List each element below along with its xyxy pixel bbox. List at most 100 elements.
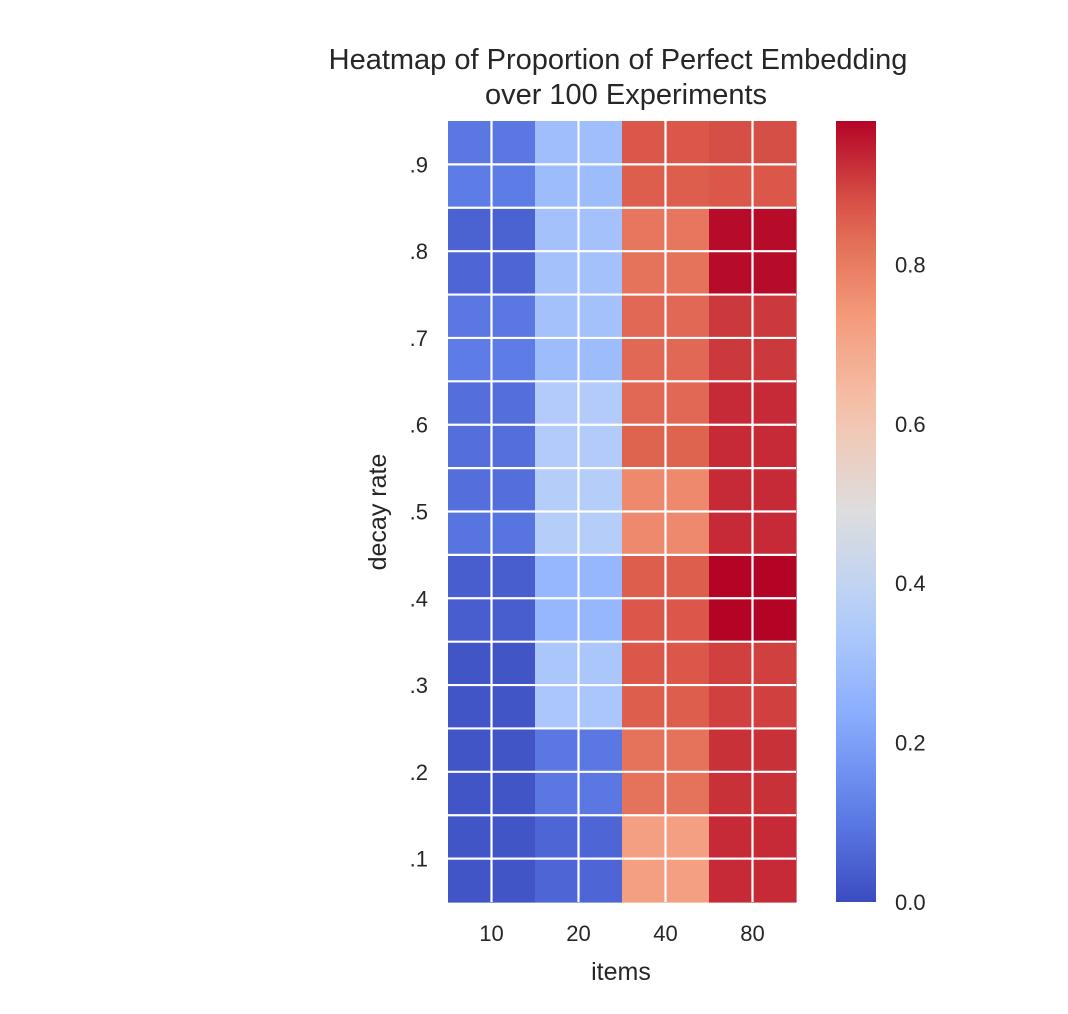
y-tick-label: .6 bbox=[410, 413, 428, 438]
heatmap-cell bbox=[622, 858, 667, 903]
heatmap-cell bbox=[665, 337, 710, 382]
heatmap-cell bbox=[448, 554, 493, 599]
heatmap-cell bbox=[491, 121, 536, 165]
heatmap-cell bbox=[535, 294, 580, 339]
y-tick-label: .5 bbox=[410, 500, 428, 525]
heatmap-cell bbox=[709, 685, 754, 730]
heatmap-cell bbox=[709, 294, 754, 339]
heatmap-cell bbox=[578, 468, 623, 513]
heatmap-cell bbox=[709, 121, 754, 165]
heatmap-cell bbox=[491, 164, 536, 209]
y-tick-labels: .9 .8 .7 .6 .5 .4 .3 .2 .1 bbox=[410, 152, 428, 871]
y-tick-label: .1 bbox=[410, 847, 428, 872]
heatmap-cell bbox=[752, 164, 797, 209]
heatmap-cell bbox=[535, 381, 580, 426]
heatmap-cell bbox=[665, 251, 710, 296]
heatmap-cell bbox=[491, 598, 536, 643]
colorbar-tick-label: 0.8 bbox=[895, 252, 926, 277]
heatmap-cell bbox=[448, 598, 493, 643]
heatmap-cell bbox=[622, 121, 667, 165]
heatmap-cell bbox=[578, 294, 623, 339]
heatmap-cell bbox=[491, 858, 536, 903]
heatmap-cell bbox=[448, 207, 493, 252]
heatmap-cell bbox=[622, 815, 667, 860]
heatmap-cell bbox=[578, 598, 623, 643]
heatmap-cell bbox=[709, 554, 754, 599]
heatmap-cell bbox=[665, 121, 710, 165]
heatmap-cell bbox=[578, 511, 623, 556]
colorbar-tick-label: 0.6 bbox=[895, 412, 926, 437]
heatmap-cell bbox=[752, 381, 797, 426]
heatmap-cell bbox=[535, 424, 580, 469]
heatmap-cell bbox=[491, 207, 536, 252]
heatmap-cell bbox=[535, 468, 580, 513]
heatmap-cell bbox=[622, 337, 667, 382]
heatmap-cell bbox=[622, 164, 667, 209]
heatmap-cell bbox=[578, 815, 623, 860]
heatmap-cell bbox=[709, 424, 754, 469]
heatmap-cell bbox=[709, 858, 754, 903]
colorbar-tick-label: 0.0 bbox=[895, 890, 926, 915]
heatmap-cell bbox=[448, 815, 493, 860]
y-tick-label: .8 bbox=[410, 239, 428, 264]
heatmap-cell bbox=[491, 424, 536, 469]
heatmap-cell bbox=[752, 294, 797, 339]
heatmap-cell bbox=[535, 771, 580, 816]
heatmap-cell bbox=[448, 685, 493, 730]
x-axis-label: items bbox=[591, 958, 651, 986]
heatmap-cell bbox=[578, 554, 623, 599]
heatmap-cell bbox=[448, 641, 493, 686]
heatmap-cell bbox=[665, 641, 710, 686]
heatmap-cell bbox=[709, 771, 754, 816]
heatmap-cell bbox=[622, 598, 667, 643]
heatmap-cell bbox=[752, 511, 797, 556]
heatmap-cell bbox=[535, 685, 580, 730]
heatmap-cell bbox=[491, 728, 536, 773]
heatmap-cell bbox=[709, 381, 754, 426]
heatmap-cell bbox=[752, 337, 797, 382]
heatmap-cell bbox=[752, 251, 797, 296]
colorbar-tick-label: 0.4 bbox=[895, 571, 926, 596]
colorbar-tick-labels: 0.0 0.2 0.4 0.6 0.8 bbox=[895, 252, 926, 915]
heatmap-cell bbox=[578, 251, 623, 296]
heatmap-cell bbox=[448, 164, 493, 209]
heatmap-cell bbox=[578, 685, 623, 730]
heatmap-cell bbox=[622, 771, 667, 816]
heatmap-cell bbox=[491, 685, 536, 730]
heatmap-cell bbox=[535, 121, 580, 165]
heatmap-cell bbox=[752, 424, 797, 469]
heatmap-cell bbox=[448, 771, 493, 816]
y-tick-label: .4 bbox=[410, 586, 428, 611]
heatmap-cell bbox=[578, 424, 623, 469]
heatmap-cell bbox=[448, 294, 493, 339]
heatmap-cell bbox=[448, 858, 493, 903]
heatmap-cell bbox=[709, 337, 754, 382]
chart-title: Heatmap of Proportion of Perfect Embeddi… bbox=[329, 44, 908, 111]
heatmap-cell bbox=[491, 815, 536, 860]
heatmap-cell bbox=[491, 771, 536, 816]
heatmap-cell bbox=[578, 728, 623, 773]
heatmap-cell bbox=[665, 728, 710, 773]
heatmap-cell bbox=[535, 511, 580, 556]
heatmap-cell bbox=[448, 121, 493, 165]
heatmap-cell bbox=[665, 381, 710, 426]
heatmap-cell bbox=[491, 468, 536, 513]
heatmap-cell bbox=[448, 381, 493, 426]
heatmap-cell bbox=[491, 294, 536, 339]
heatmap-cell bbox=[622, 468, 667, 513]
heatmap-cell bbox=[578, 207, 623, 252]
heatmap-cell bbox=[665, 511, 710, 556]
heatmap-cell bbox=[535, 598, 580, 643]
heatmap-cell bbox=[709, 207, 754, 252]
heatmap-cell bbox=[448, 468, 493, 513]
heatmap-cell bbox=[752, 598, 797, 643]
heatmap-cell bbox=[622, 207, 667, 252]
chart-title-line-1: Heatmap of Proportion of Perfect Embeddi… bbox=[329, 44, 908, 76]
heatmap-cell bbox=[578, 121, 623, 165]
heatmap-cell bbox=[622, 511, 667, 556]
heatmap-cell bbox=[752, 641, 797, 686]
heatmap-cell bbox=[622, 554, 667, 599]
heatmap-cell bbox=[665, 815, 710, 860]
heatmap-cell bbox=[752, 207, 797, 252]
